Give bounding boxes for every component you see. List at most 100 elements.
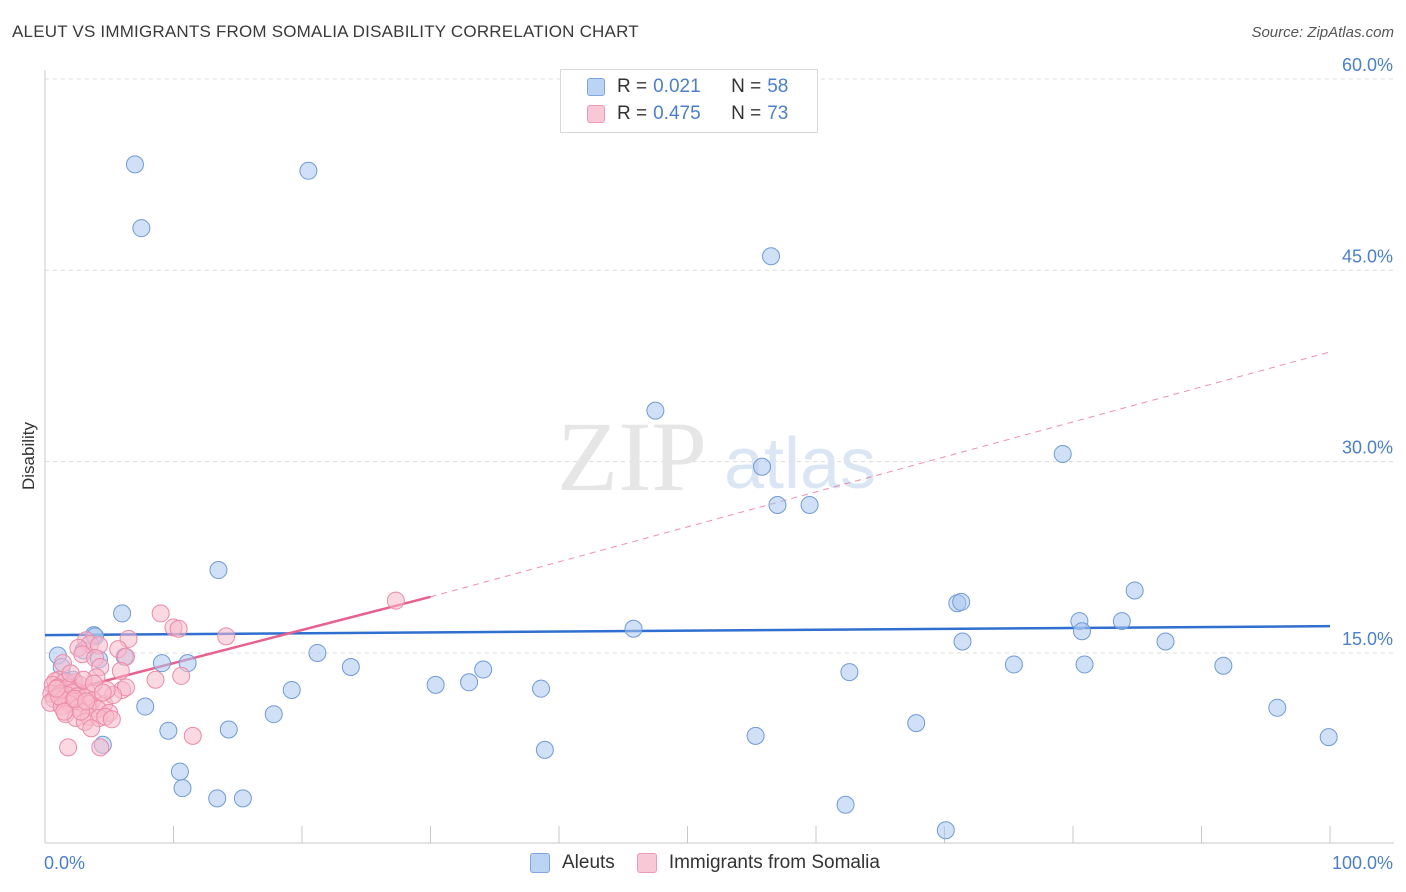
data-point [102,710,121,729]
data-point [1125,581,1144,600]
x-tick-label-start: 0.0% [44,853,85,873]
legend-r-value: 0.021 [653,76,701,97]
data-point [59,738,78,757]
data-point [1072,622,1091,641]
data-point [460,673,479,692]
legend-row-aleuts: R = 0.021 N = 58 [587,75,788,99]
y-tick-label: 45.0% [1342,246,1393,266]
data-point [1053,444,1072,463]
data-point [953,632,972,651]
legend-n-value: 58 [767,76,789,97]
data-point [217,627,236,646]
data-point [1156,632,1175,651]
data-point [762,247,781,266]
data-point [146,670,165,689]
trend-extension [430,351,1331,598]
legend-r-label: R = [617,76,648,97]
data-point [170,762,189,781]
data-point [1075,655,1094,674]
y-tick-label: 30.0% [1342,438,1393,458]
legend-r-label: R = [617,103,648,124]
data-point [341,657,360,676]
x-tick-label-end: 100.0% [1332,853,1393,873]
data-point [426,675,445,694]
data-point [535,740,554,759]
data-point [907,714,926,733]
axis-labels: 15.0% 30.0% 45.0% 60.0% 0.0% 100.0% Disability [19,55,1393,873]
data-point [952,592,971,611]
data-point [151,604,170,623]
data-point [77,692,96,711]
data-point [386,591,405,610]
series-name-somalia: Immigrants from Somalia [668,852,880,873]
data-point [800,495,819,514]
data-point [624,619,643,638]
data-point [55,702,74,721]
series-name-aleuts: Aleuts [562,852,615,873]
data-point [532,679,551,698]
series-legend-aleuts[interactable]: Aleuts [530,852,615,874]
chart-title: ALEUT VS IMMIGRANTS FROM SOMALIA DISABIL… [12,22,639,41]
legend-swatch-somalia [587,105,605,123]
data-point [768,495,787,514]
data-point [308,643,327,662]
series-swatch-aleuts [530,853,550,873]
data-point [47,679,66,698]
watermark-zip: ZIP [557,401,707,512]
data-point [1214,656,1233,675]
data-point [152,654,171,673]
data-point [936,821,955,840]
legend-n-value: 73 [767,103,789,124]
series-legend-somalia[interactable]: Immigrants from Somalia [636,852,880,874]
grid-lines [45,78,1394,654]
data-point [91,738,110,757]
data-point [836,795,855,814]
data-point [646,401,665,420]
data-point [183,726,202,745]
data-point [173,779,192,798]
legend-r-value: 0.475 [653,103,701,124]
axes [44,70,1394,844]
data-point [282,680,301,699]
data-point [753,457,772,476]
trend-line-aleuts [44,624,1331,637]
data-point [93,683,112,702]
data-point [159,721,178,740]
data-point [136,697,155,716]
data-point [208,789,227,808]
data-point [125,155,144,174]
source-label: Source: ZipAtlas.com [1251,24,1394,41]
data-point [1112,612,1131,631]
series-somalia [41,591,405,757]
data-point [132,219,151,238]
data-point [264,705,283,724]
data-point [113,604,132,623]
data-point [1268,698,1287,717]
data-point [169,619,188,638]
correlation-legend: R = 0.021 N = 58 R = 0.475 N = 73 [560,69,818,133]
data-point [474,660,493,679]
watermark: ZIP atlas [557,401,876,512]
series-swatch-somalia [636,853,657,873]
data-point [1319,728,1338,747]
legend-n-label: N = [731,103,762,124]
data-points [41,155,1338,840]
legend-swatch-aleuts [587,78,605,96]
data-point [1004,655,1023,674]
data-point [233,789,252,808]
legend-n-label: N = [731,76,762,97]
watermark-atlas: atlas [724,424,876,504]
data-point [209,561,228,580]
legend-row-somalia: R = 0.475 N = 73 [587,102,788,126]
data-point [172,666,191,685]
data-point [111,661,130,680]
trend-line-somalia [44,595,431,698]
data-point [82,719,101,738]
data-point [840,663,859,682]
series-legend: Aleuts Immigrants from Somalia [530,852,902,874]
y-tick-label: 15.0% [1342,629,1393,649]
y-tick-label: 60.0% [1342,55,1393,75]
y-axis-title: Disability [19,421,38,490]
data-point [219,720,238,739]
